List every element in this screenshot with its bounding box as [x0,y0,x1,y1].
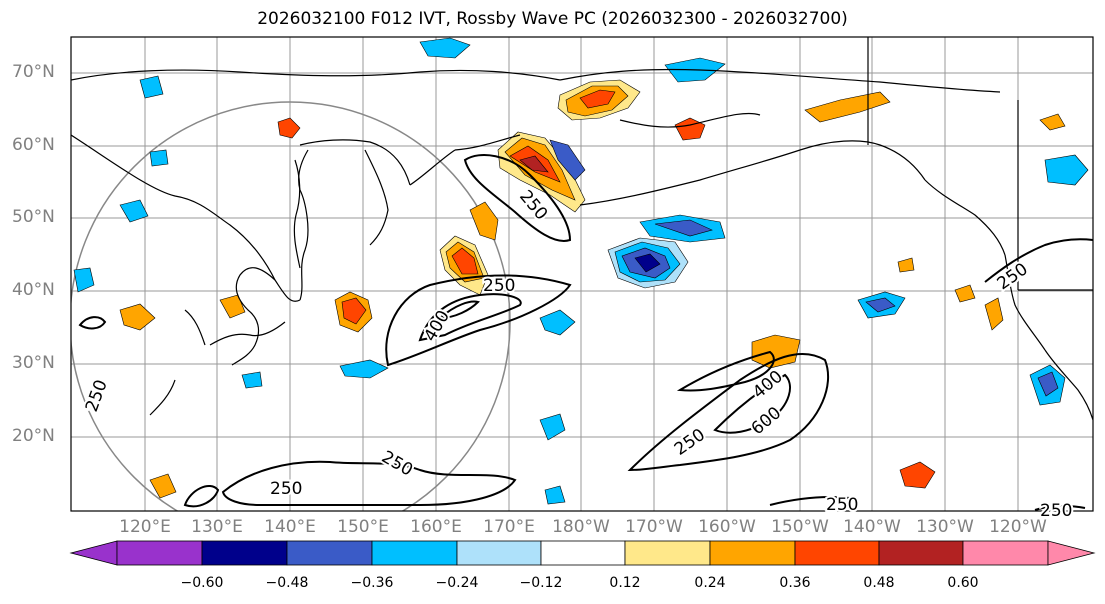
contour-label: 250 [1040,501,1072,521]
anomaly-positive [1039,113,1066,131]
contour-label: 250 [826,495,858,515]
anomaly-negative [339,359,389,379]
anomaly-positive [984,297,1004,331]
anomaly-negative [549,139,586,181]
lat-label: 50°N [12,207,55,227]
colorbar-segment [116,540,203,566]
colorbar-segment [540,540,626,566]
anomaly-negative [119,199,149,223]
colorbar-tick: −0.12 [519,575,563,591]
anomaly-positive [149,473,177,499]
anomaly-positive [277,117,301,139]
colorbar-tick: −0.36 [350,575,394,591]
anomaly-positive [119,303,156,331]
anomaly-negative [634,253,661,273]
colorbar-tick: 0.48 [863,575,895,591]
lat-label: 30°N [12,353,55,373]
colorbar-segment [962,540,1049,566]
contour-label: 250 [82,377,112,414]
lon-label: 140°E [264,517,316,537]
anomaly-negative [241,371,263,389]
lat-label: 70°N [12,62,55,82]
anomaly-negative [1044,154,1089,186]
colorbar-segment [794,540,880,566]
anomaly-positive [579,89,616,109]
contour-label: 250 [671,425,709,460]
contour-label: 400 [749,367,787,403]
ivt-contours [78,154,1093,511]
contour-label: 250 [994,259,1032,294]
map-title: 2026032100 F012 IVT, Rossby Wave PC (202… [257,9,848,29]
positive-anomalies [119,79,1066,499]
colorbar-tick: 0.24 [694,575,726,591]
colorbar-segment [286,540,373,566]
anomaly-positive [469,201,499,241]
lon-label: 130°E [191,517,243,537]
colorbar-extend-high [1047,540,1096,566]
plot-frame [70,36,1094,512]
anomaly-positive [804,91,891,123]
anomaly-positive [899,461,936,489]
colorbar-tick: 0.36 [779,575,811,591]
anomaly-positive [897,257,915,273]
coastlines [71,37,1093,421]
anomaly-negative [865,297,896,313]
lon-label: 170°E [483,517,535,537]
colorbar-segment [371,540,458,566]
anomaly-positive [451,247,479,275]
colorbar-tick: −0.24 [435,575,479,591]
contour-label: 600 [748,403,786,439]
lat-label: 20°N [12,426,55,446]
anomaly-negative [149,149,169,167]
anomaly-positive [751,334,801,369]
anomaly-positive [674,117,706,141]
negative-anomalies [73,37,1089,505]
lon-label: 120°E [119,517,171,537]
lat-label: 60°N [12,135,55,155]
lon-label: 150°E [337,517,389,537]
reference-circle [71,101,511,511]
colorbar-tick: −0.60 [180,575,224,591]
colorbar-segment [456,540,542,566]
anomaly-negative [419,37,471,59]
anomaly-negative [544,485,566,505]
anomaly-positive [519,155,549,173]
colorbar-extend-low [69,540,118,566]
lon-label: 130°W [916,517,974,537]
lon-label: 170°W [625,517,683,537]
colorbar-tick: 0.60 [947,575,979,591]
colorbar-tick: 0.12 [609,575,641,591]
lon-label: 140°W [843,517,901,537]
lon-label: 180°W [552,517,610,537]
lon-label: 160°E [410,517,462,537]
contour-label: 250 [270,479,302,499]
lon-label: 120°W [989,517,1047,537]
anomaly-negative [539,413,566,441]
colorbar-segment [709,540,796,566]
anomaly-negative [1037,371,1059,397]
anomaly-negative [139,75,164,99]
anomaly-positive [219,294,246,319]
lon-label: 150°W [771,517,829,537]
colorbar-segment [878,540,964,566]
contour-label: 250 [378,447,416,481]
contour-label: 250 [483,276,515,296]
anomaly-negative [539,309,576,336]
anomaly-positive [341,297,367,325]
anomaly-positive [954,284,976,303]
anomaly-negative [654,219,713,237]
colorbar-segment [201,540,288,566]
lat-label: 40°N [12,280,55,300]
anomaly-negative [73,267,95,293]
colorbar [69,540,1096,566]
colorbar-segment [624,540,711,566]
colorbar-tick: −0.48 [265,575,309,591]
lon-label: 160°W [698,517,756,537]
